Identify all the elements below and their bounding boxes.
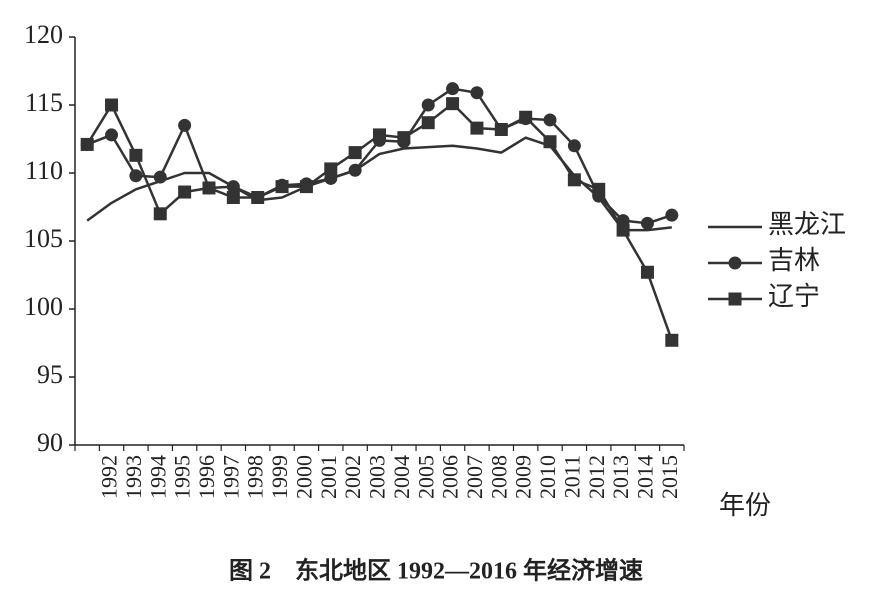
legend-label: 辽宁 [768,282,820,311]
point [178,118,192,132]
point [665,333,679,347]
x-tick-label: 2007 [462,455,487,499]
legend-marker [728,256,742,270]
legend-label: 吉林 [768,246,820,275]
legend-marker [728,292,742,306]
x-tick-label: 2005 [413,455,438,499]
point [470,86,484,100]
point [640,265,654,279]
x-tick-label: 1998 [243,455,268,499]
point [470,121,484,135]
x-tick-label: 1993 [121,455,146,499]
x-tick-label: 2008 [486,455,511,499]
point [348,146,362,160]
point [80,137,94,151]
point [275,180,289,194]
series-line [86,87,673,225]
point [226,180,240,194]
point [299,180,313,194]
point [373,128,386,142]
point [129,169,143,183]
x-tick-label: 2014 [633,455,658,499]
point [324,162,338,176]
point [421,98,435,112]
point [251,190,265,204]
x-tick-label: 1995 [170,455,195,499]
point [226,190,240,204]
x-tick-label: 2010 [535,455,560,499]
y-tick-label: 105 [24,224,63,253]
caption: 图 2 东北地区 1992—2016 年经济增速 [229,557,643,585]
point [129,148,143,162]
x-tick-label: 2002 [340,455,365,499]
y-tick-label: 120 [24,20,63,49]
x-tick-label: 1994 [145,455,170,499]
point [543,135,557,149]
point [397,131,411,145]
x-tick-label: 1997 [218,455,243,499]
x-tick-label: 2004 [389,455,414,499]
point [567,139,581,153]
x-axis-label: 年份 [719,491,771,520]
point [567,173,581,187]
point [543,113,557,127]
point [446,82,460,96]
point [105,128,119,142]
point [494,122,508,136]
y-tick-label: 115 [25,88,63,117]
x-tick-label: 1996 [194,455,219,499]
x-tick-label: 2015 [657,455,682,499]
point [178,185,192,199]
x-tick-label: 2012 [584,455,609,499]
y-tick-label: 110 [25,156,63,185]
x-tick-label: 2009 [511,455,536,499]
x-tick-label: 1999 [267,455,292,499]
y-tick-label: 100 [24,292,63,321]
x-tick-label: 2003 [365,455,390,499]
legend-label: 黑龙江 [768,210,846,239]
x-tick-label: 2011 [559,455,584,498]
y-tick-label: 90 [37,428,63,457]
x-tick-label: 2001 [316,455,341,499]
point [640,216,654,230]
point [592,182,606,196]
point [105,98,119,112]
point [348,163,362,177]
point [153,207,167,221]
x-tick-label: 2013 [608,455,633,499]
x-tick-label: 2006 [438,455,463,499]
point [616,223,630,237]
point [665,208,679,222]
point [446,97,460,111]
point [202,181,216,195]
y-tick-label: 95 [37,360,63,389]
point [421,116,435,130]
point [153,170,167,184]
x-tick-label: 1992 [97,455,122,499]
point [519,110,533,124]
x-tick-label: 2000 [291,455,316,499]
